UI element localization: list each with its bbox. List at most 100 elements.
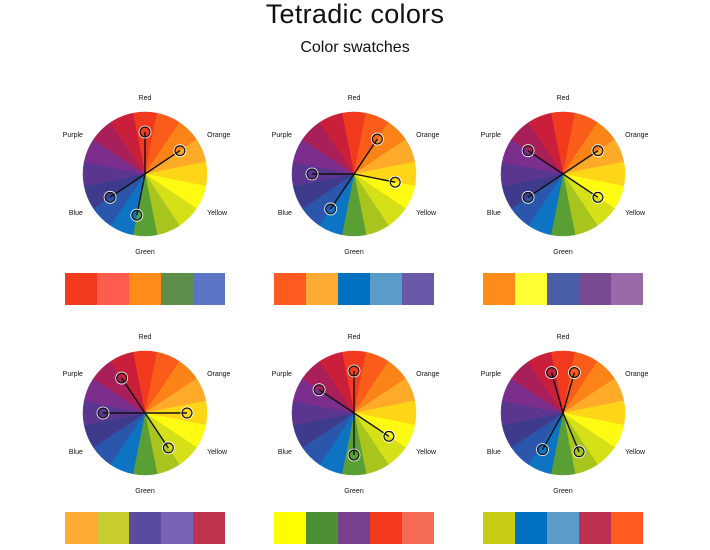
marker-line — [144, 150, 181, 175]
swatch[interactable] — [65, 512, 97, 544]
marker-ring — [103, 190, 117, 204]
marker-line — [562, 173, 599, 198]
wheel-label-orange: Orange — [416, 132, 439, 139]
wheel-label-purple: Purple — [481, 371, 501, 378]
wheel-label-green: Green — [553, 488, 573, 495]
marker-ring — [312, 383, 326, 397]
wheel-label-orange: Orange — [207, 371, 230, 378]
wheel-label-blue: Blue — [487, 210, 501, 217]
marker-ring — [521, 144, 535, 158]
marker-circle — [592, 191, 604, 203]
swatch[interactable] — [161, 512, 193, 544]
swatch[interactable] — [483, 512, 515, 544]
swatch[interactable] — [483, 273, 515, 305]
wheel-sector — [528, 112, 564, 175]
marker-circle — [348, 365, 360, 377]
wheel-label-yellow: Yellow — [207, 449, 228, 456]
wheel-label-orange: Orange — [625, 371, 648, 378]
wheel-label-red: Red — [557, 95, 570, 102]
swatch[interactable] — [370, 512, 402, 544]
swatch[interactable] — [579, 273, 611, 305]
swatch[interactable] — [306, 512, 338, 544]
wheel-label-green: Green — [135, 249, 155, 256]
wheel-label-blue: Blue — [278, 449, 292, 456]
swatch[interactable] — [338, 273, 370, 305]
swatch[interactable] — [611, 273, 643, 305]
swatch[interactable] — [547, 273, 579, 305]
marker-ring — [173, 144, 187, 158]
marker-ring — [572, 445, 586, 459]
marker-circle — [181, 407, 193, 419]
swatch[interactable] — [370, 273, 402, 305]
marker-ring — [347, 448, 361, 462]
marker-line — [144, 412, 169, 449]
marker-circle — [522, 145, 534, 157]
wheel-label-purple: Purple — [63, 371, 83, 378]
swatch[interactable] — [611, 512, 643, 544]
wheel-label-green: Green — [135, 488, 155, 495]
swatch[interactable] — [129, 273, 161, 305]
marker-circle — [592, 145, 604, 157]
wheel-label-purple: Purple — [272, 132, 292, 139]
marker-line — [109, 173, 146, 198]
marker-ring — [324, 202, 338, 216]
swatch-strip-1 — [65, 273, 225, 305]
swatch[interactable] — [193, 512, 225, 544]
marker-circle — [383, 430, 395, 442]
swatch-strip-3 — [483, 273, 643, 305]
swatch[interactable] — [547, 512, 579, 544]
swatch[interactable] — [274, 273, 306, 305]
swatch[interactable] — [515, 512, 547, 544]
swatch[interactable] — [338, 512, 370, 544]
wheel-label-yellow: Yellow — [625, 210, 646, 217]
marker-circle — [104, 191, 116, 203]
wheel-label-orange: Orange — [207, 132, 230, 139]
swatch[interactable] — [515, 273, 547, 305]
swatch[interactable] — [65, 273, 97, 305]
marker-ring — [161, 441, 175, 455]
marker-ring — [591, 190, 605, 204]
marker-circle — [389, 176, 401, 188]
marker-ring — [388, 175, 402, 189]
swatch[interactable] — [306, 273, 338, 305]
marker-ring — [545, 366, 558, 379]
marker-circle — [348, 449, 360, 461]
wheel-label-red: Red — [139, 95, 152, 102]
wheel-sector — [528, 351, 564, 414]
marker-circle — [162, 442, 174, 454]
marker-ring — [347, 364, 361, 378]
swatch[interactable] — [161, 273, 193, 305]
wheel-label-purple: Purple — [63, 132, 83, 139]
wheel-label-orange: Orange — [416, 371, 439, 378]
wheel-label-purple: Purple — [272, 371, 292, 378]
marker-circle — [568, 366, 581, 379]
wheel-sector — [110, 351, 146, 414]
marker-ring — [305, 167, 319, 181]
swatch-strip-5 — [274, 512, 434, 544]
marker-ring — [568, 366, 581, 379]
swatch[interactable] — [402, 512, 434, 544]
swatch[interactable] — [193, 273, 225, 305]
wheel-label-yellow: Yellow — [207, 210, 228, 217]
wheel-label-orange: Orange — [625, 132, 648, 139]
wheel-label-yellow: Yellow — [416, 210, 437, 217]
swatch[interactable] — [579, 512, 611, 544]
marker-ring — [138, 125, 152, 139]
marker-circle — [522, 191, 534, 203]
marker-line — [353, 138, 378, 175]
swatch[interactable] — [97, 273, 129, 305]
marker-circle — [536, 443, 549, 456]
wheel-label-blue: Blue — [69, 449, 83, 456]
swatch[interactable] — [274, 512, 306, 544]
swatch[interactable] — [402, 273, 434, 305]
marker-circle — [306, 168, 318, 180]
page-title: Tetradic colors — [265, 0, 445, 29]
swatch[interactable] — [129, 512, 161, 544]
marker-circle — [545, 366, 558, 379]
swatch[interactable] — [97, 512, 129, 544]
marker-circle — [116, 372, 128, 384]
